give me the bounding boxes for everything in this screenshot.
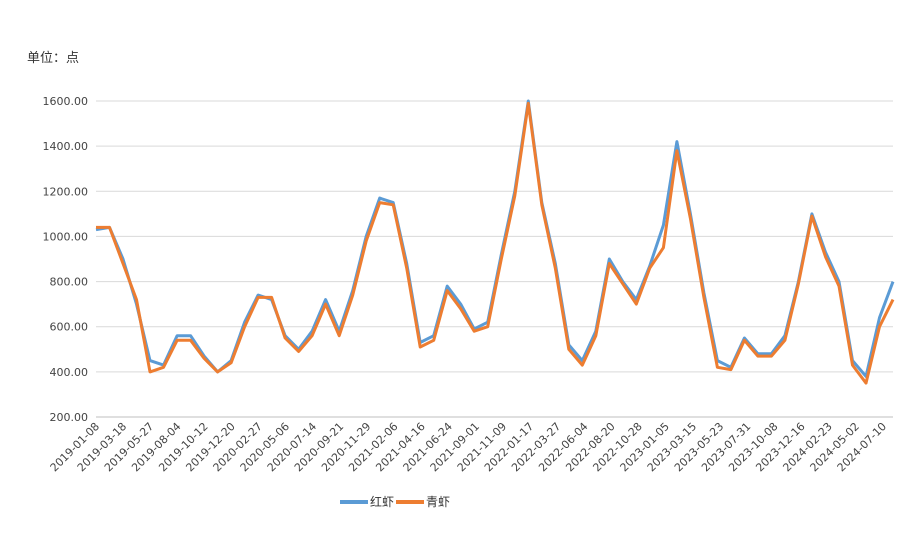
y-tick-label: 200.00 (50, 411, 89, 424)
series-line-1 (95, 99, 895, 378)
series-line-2 (96, 101, 895, 385)
y-axis-ticks: 200.00 400.00 600.00 800.00 1000.00 1200.00 14… (43, 95, 89, 424)
legend: 红虾 青虾 (340, 494, 450, 509)
legend-label-2: 青虾 (426, 495, 450, 509)
y-tick-label: 1400.00 (43, 140, 89, 153)
x-axis-ticks: 2019-01-082019-03-182019-05-272019-08-04… (48, 420, 889, 474)
y-tick-label: 600.00 (50, 321, 89, 334)
unit-label: 单位：点 (27, 51, 80, 66)
y-tick-label: 1600.00 (43, 95, 89, 108)
series-lines (95, 99, 895, 385)
y-tick-label: 400.00 (50, 366, 89, 379)
legend-label-1: 红虾 (370, 494, 394, 509)
y-tick-label: 1200.00 (43, 185, 89, 198)
y-tick-label: 800.00 (50, 276, 89, 289)
y-tick-label: 1000.00 (43, 230, 89, 243)
